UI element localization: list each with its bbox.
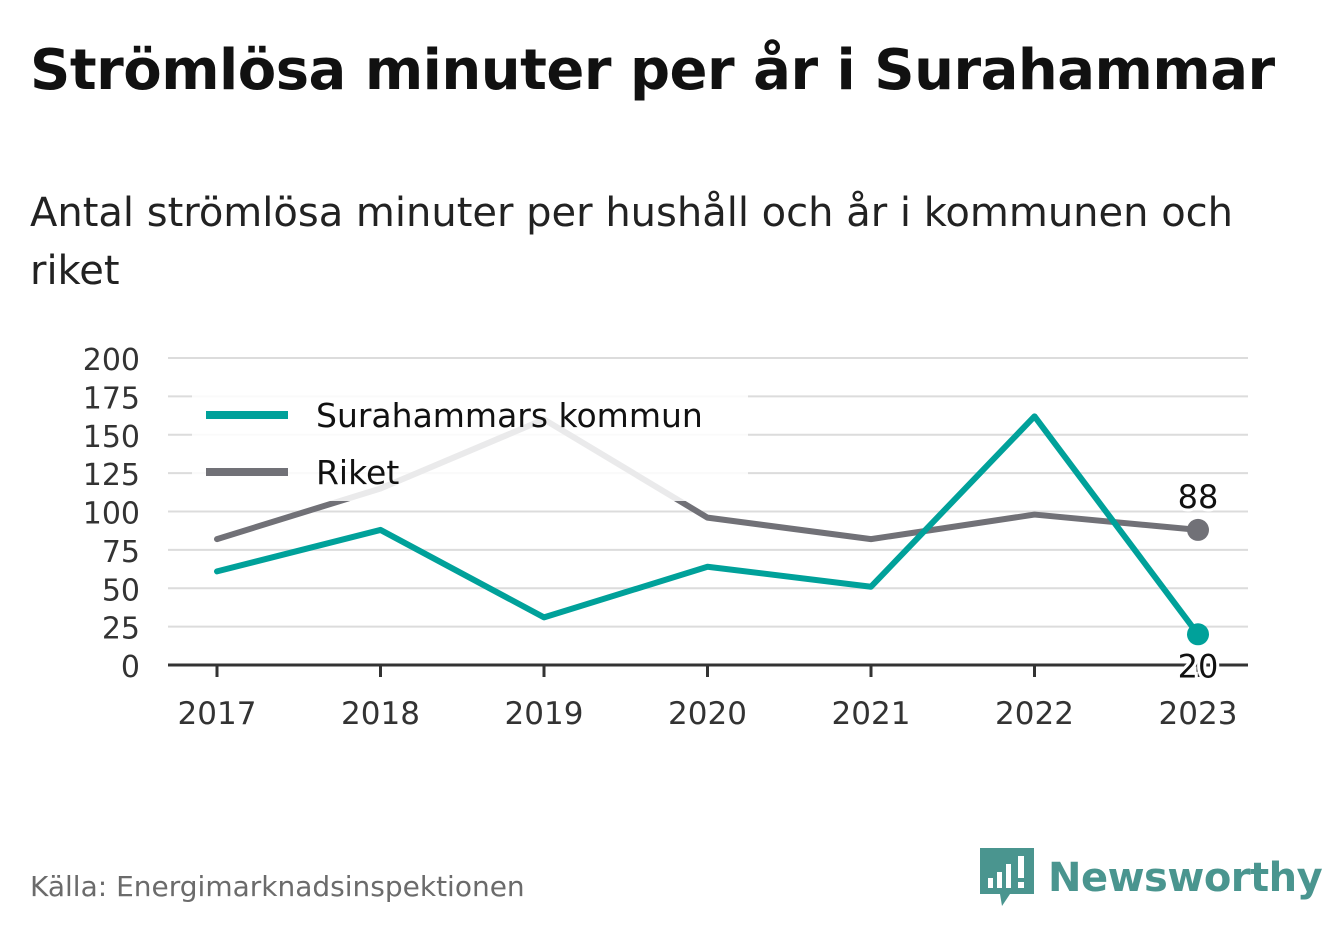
- series-end-label-0: 20: [1178, 647, 1219, 685]
- x-tick-label: 2018: [341, 696, 420, 732]
- newsworthy-logo-icon: [980, 848, 1034, 906]
- series-line-0: [214, 413, 1201, 638]
- y-tick-label: 175: [83, 381, 140, 416]
- y-tick-label: 150: [83, 420, 140, 455]
- x-tick-label: 2017: [178, 696, 257, 732]
- series-end-point-0: [1187, 623, 1209, 646]
- y-tick-label: 0: [121, 650, 140, 685]
- x-axis-ticks: 2017 2018 2019 2020 2021 2022 2023: [178, 665, 1238, 732]
- x-tick-label: 2023: [1159, 696, 1238, 732]
- x-tick-label: 2020: [668, 696, 747, 732]
- legend: Surahammars kommun Riket: [192, 393, 748, 501]
- y-tick-label: 75: [102, 535, 140, 570]
- y-tick-label: 125: [83, 458, 140, 493]
- x-tick-label: 2021: [832, 696, 911, 732]
- y-tick-label: 50: [102, 573, 140, 608]
- y-tick-label: 100: [83, 497, 140, 532]
- chart-title: Strömlösa minuter per år i Surahammar: [30, 38, 1275, 103]
- legend-label-0: Surahammars kommun: [316, 396, 703, 435]
- series-end-point-1: [1187, 518, 1209, 541]
- legend-label-1: Riket: [316, 453, 399, 492]
- brand-logo: Newsworthy: [980, 848, 1322, 908]
- x-tick-label: 2019: [505, 696, 584, 732]
- brand-name: Newsworthy: [1048, 855, 1322, 901]
- x-tick-label: 2022: [995, 696, 1074, 732]
- y-tick-label: 200: [83, 343, 140, 378]
- source-note: Källa: Energimarknadsinspektionen: [30, 870, 525, 903]
- y-tick-label: 25: [102, 612, 140, 647]
- series-end-label-1: 88: [1178, 478, 1219, 516]
- chart-subtitle: Antal strömlösa minuter per hushåll och …: [30, 190, 1234, 294]
